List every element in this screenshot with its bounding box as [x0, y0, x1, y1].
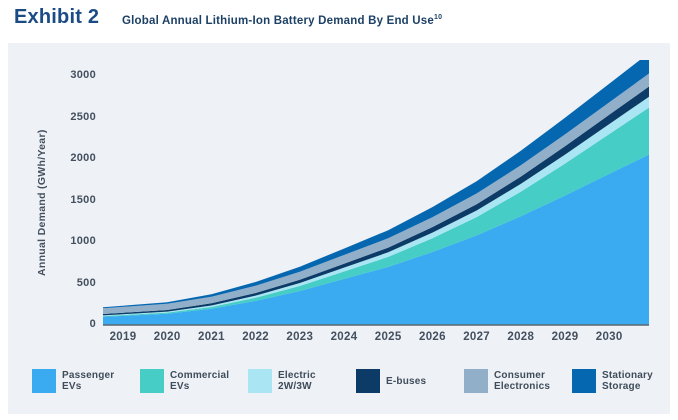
- x-tick-2022: 2022: [242, 331, 269, 343]
- legend-label-commercial-evs: Commercial EVs: [170, 370, 230, 392]
- legend-swatch-consumer-electronics: [464, 369, 488, 393]
- y-tick-1500: 1500: [70, 193, 96, 206]
- legend-item-consumer-electronics: Consumer Electronics: [464, 369, 550, 393]
- y-tick-2000: 2000: [70, 152, 96, 164]
- legend-swatch-e-buses: [356, 369, 380, 393]
- legend-item-e-buses: E-buses: [356, 369, 426, 393]
- legend-item-electric-2w-3w: Electric 2W/3W: [248, 369, 316, 393]
- chart-title: Global Annual Lithium-Ion Battery Demand…: [122, 14, 442, 27]
- legend-label-stationary-storage: Stationary Storage: [602, 370, 653, 392]
- x-tick-2026: 2026: [418, 331, 446, 343]
- x-tick-2023: 2023: [286, 331, 314, 343]
- y-tick-2500: 2500: [70, 110, 96, 123]
- x-tick-2021: 2021: [197, 331, 225, 343]
- x-tick-2019: 2019: [109, 331, 137, 343]
- y-tick-0: 0: [89, 318, 96, 330]
- x-tick-2030: 2030: [595, 331, 623, 343]
- legend-label-electric-2w-3w: Electric 2W/3W: [278, 370, 316, 392]
- y-tick-500: 500: [76, 276, 96, 289]
- legend-label-consumer-electronics: Consumer Electronics: [494, 370, 551, 392]
- chart-title-text: Global Annual Lithium-Ion Battery Demand…: [122, 14, 434, 27]
- legend: Passenger EVs Commercial EVs Electric 2W/3W E-…: [8, 369, 670, 409]
- legend-label-e-buses: E-buses: [386, 376, 427, 387]
- x-tick-2028: 2028: [507, 331, 535, 343]
- area-passenger-evs: [103, 154, 649, 325]
- legend-item-passenger-evs: Passenger EVs: [32, 369, 114, 393]
- y-axis-ticks: 0 500 1000 1500 2000 2500 3000: [8, 43, 96, 414]
- y-tick-1000: 1000: [70, 235, 96, 247]
- x-tick-2025: 2025: [374, 331, 402, 343]
- footnote-marker: 10: [434, 14, 443, 21]
- chart-panel: Annual Demand (GWh/Year) 0 500 1000 1500 200…: [8, 43, 670, 414]
- x-tick-2024: 2024: [330, 331, 358, 343]
- y-tick-3000: 3000: [70, 69, 96, 81]
- legend-swatch-passenger-evs: [32, 369, 56, 393]
- legend-swatch-commercial-evs: [140, 369, 164, 393]
- legend-swatch-stationary-storage: [572, 369, 596, 393]
- exhibit-label: Exhibit 2: [14, 6, 100, 28]
- x-tick-2027: 2027: [463, 331, 490, 343]
- legend-swatch-electric-2w-3w: [248, 369, 272, 393]
- x-axis-ticks: 2019 2020 2021 2022 2023 2024 2025 2026 2027 2028…: [103, 331, 649, 347]
- legend-item-commercial-evs: Commercial EVs: [140, 369, 229, 393]
- x-tick-2020: 2020: [153, 331, 181, 343]
- x-tick-2029: 2029: [551, 331, 579, 343]
- stacked-area-svg: [103, 60, 649, 326]
- legend-label-passenger-evs: Passenger EVs: [62, 370, 115, 392]
- legend-item-stationary-storage: Stationary Storage: [572, 369, 653, 393]
